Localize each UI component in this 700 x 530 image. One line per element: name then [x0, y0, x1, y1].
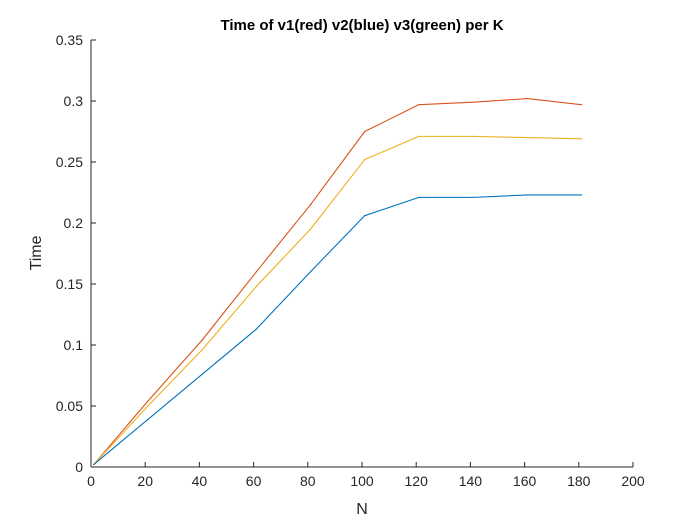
series-3-point [472, 196, 474, 198]
series-3-point [364, 215, 366, 217]
series-2-point [472, 135, 474, 137]
x-tick-label: 40 [192, 473, 208, 489]
series-1-point [580, 104, 583, 106]
series-3-point [201, 373, 203, 375]
series-3-point [93, 463, 95, 466]
series-1-point [309, 204, 312, 206]
y-tick-label: 0.2 [64, 215, 84, 231]
series-2-point [526, 137, 528, 139]
series-1-point [418, 104, 420, 106]
y-tick-label: 0.35 [56, 32, 83, 48]
series-layer [93, 97, 583, 466]
y-tick-label: 0.3 [64, 93, 84, 109]
series-3-point [418, 196, 420, 198]
series-1-point [201, 339, 203, 341]
series-1-point [472, 101, 474, 103]
series-3-point [147, 418, 149, 421]
series-3-point [580, 194, 583, 196]
series-line-2 [93, 135, 582, 465]
x-tick-label: 200 [621, 473, 645, 489]
series-2-point [309, 228, 312, 230]
x-tick-label: 80 [300, 473, 316, 489]
y-tick-label: 0.1 [64, 337, 84, 353]
series-2-point [418, 135, 420, 137]
series-line-1 [93, 98, 582, 465]
series-2-point [147, 405, 149, 407]
x-tick-label: 20 [137, 473, 153, 489]
series-2-point [580, 138, 583, 140]
x-axis-label: N [356, 501, 368, 518]
series-1-point [526, 97, 528, 100]
x-tick-label: 140 [459, 473, 483, 489]
y-tick-label: 0.15 [56, 276, 83, 292]
chart-title: Time of v1(red) v2(blue) v3(green) per K [220, 17, 503, 34]
plot-area [91, 40, 633, 467]
series-3-point [309, 271, 312, 273]
x-tick-label: 160 [513, 473, 537, 489]
x-tick-label: 0 [87, 473, 95, 489]
series-1-point [364, 130, 366, 133]
series-3-point [255, 328, 257, 330]
y-tick-label: 0.05 [56, 398, 83, 414]
series-1-point [147, 400, 149, 402]
y-tick-label: 0.25 [56, 154, 83, 170]
x-tick-label: 100 [350, 473, 374, 489]
y-tick-label: 0 [75, 459, 83, 475]
series-2-point [364, 158, 366, 161]
series-3-point [526, 194, 528, 196]
y-ticks: 0 0.05 0.1 0.15 0.2 0.25 0.3 0.35 [56, 32, 96, 475]
x-tick-label: 60 [246, 473, 262, 489]
series-1-point [255, 271, 257, 273]
series-2-point [201, 349, 203, 351]
x-tick-label: 120 [405, 473, 429, 489]
y-axis-label: Time [28, 235, 45, 270]
x-ticks: 0 20 40 60 80 100 120 140 160 180 200 [87, 462, 645, 489]
series-2-point [255, 285, 257, 288]
x-tick-label: 180 [567, 473, 591, 489]
series-line-3 [93, 194, 582, 465]
